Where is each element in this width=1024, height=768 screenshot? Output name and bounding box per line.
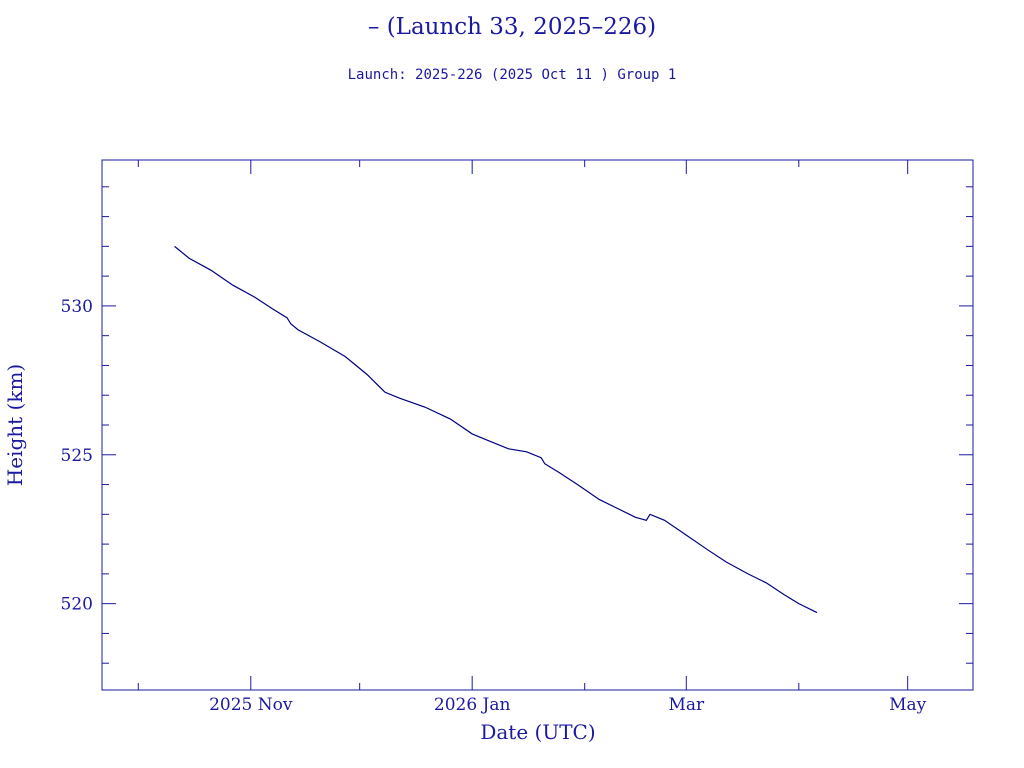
y-tick-label: 520	[61, 595, 93, 615]
x-tick-label: May	[889, 695, 927, 715]
axis-ticks	[102, 160, 973, 690]
y-axis-label: Height (km)	[3, 364, 27, 486]
y-tick-label: 525	[61, 446, 93, 466]
chart-title: – (Launch 33, 2025–226)	[367, 14, 657, 40]
x-tick-label: Mar	[668, 695, 705, 715]
x-tick-label: 2026 Jan	[434, 695, 511, 715]
x-tick-label: 2025 Nov	[209, 695, 293, 715]
chart-subtitle: Launch: 2025-226 (2025 Oct 11 ) Group 1	[347, 67, 677, 83]
axis-tick-labels: 2025 Nov 2026 Jan Mar May 520 525 530	[61, 297, 927, 715]
y-tick-label: 530	[61, 297, 93, 317]
plot-frame	[101, 159, 974, 691]
x-axis-label: Date (UTC)	[480, 720, 595, 744]
height-series-line	[174, 245, 818, 614]
